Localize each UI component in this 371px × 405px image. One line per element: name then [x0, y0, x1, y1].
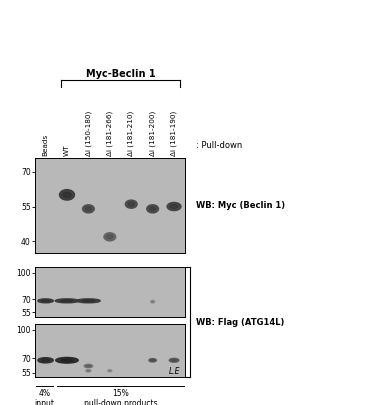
Text: WB: Myc (Beclin 1): WB: Myc (Beclin 1): [196, 201, 285, 210]
Ellipse shape: [151, 301, 155, 303]
Ellipse shape: [59, 190, 75, 200]
Ellipse shape: [38, 299, 53, 303]
Ellipse shape: [170, 205, 178, 209]
Ellipse shape: [86, 370, 91, 372]
Ellipse shape: [82, 300, 95, 302]
Text: Myc-Beclin 1: Myc-Beclin 1: [86, 68, 155, 79]
Ellipse shape: [104, 233, 116, 241]
Text: Δi (181-200): Δi (181-200): [150, 111, 156, 156]
Ellipse shape: [85, 207, 92, 211]
Ellipse shape: [38, 358, 53, 363]
Text: Δi (181-210): Δi (181-210): [128, 111, 134, 156]
Ellipse shape: [149, 358, 157, 362]
Ellipse shape: [55, 299, 79, 303]
Ellipse shape: [60, 300, 73, 302]
Ellipse shape: [169, 358, 179, 362]
Ellipse shape: [151, 301, 154, 303]
Ellipse shape: [147, 205, 158, 213]
Text: : Pull-down: : Pull-down: [196, 141, 242, 150]
Text: Beads: Beads: [43, 134, 49, 156]
Ellipse shape: [128, 202, 134, 206]
Ellipse shape: [109, 370, 111, 371]
Text: Δi (181-190): Δi (181-190): [171, 111, 177, 156]
Ellipse shape: [77, 299, 100, 303]
Ellipse shape: [63, 192, 71, 198]
Text: Δi (150-180): Δi (150-180): [85, 111, 92, 156]
Ellipse shape: [87, 370, 90, 371]
Text: 15%
pull-down products: 15% pull-down products: [84, 389, 157, 405]
Text: WT: WT: [64, 145, 70, 156]
Ellipse shape: [171, 359, 177, 361]
Ellipse shape: [86, 365, 91, 367]
Ellipse shape: [151, 360, 155, 361]
Text: WB: Flag (ATG14L): WB: Flag (ATG14L): [196, 318, 284, 327]
Ellipse shape: [41, 359, 50, 362]
Ellipse shape: [41, 300, 50, 302]
Ellipse shape: [150, 207, 156, 211]
Ellipse shape: [84, 364, 93, 368]
Ellipse shape: [106, 235, 113, 239]
Text: Δi (181-266): Δi (181-266): [106, 111, 113, 156]
Ellipse shape: [82, 205, 94, 213]
Text: 4%
input: 4% input: [35, 389, 55, 405]
Ellipse shape: [56, 357, 78, 363]
Ellipse shape: [125, 200, 137, 208]
Ellipse shape: [108, 370, 112, 372]
Ellipse shape: [61, 359, 73, 362]
Ellipse shape: [167, 202, 181, 211]
Text: L.E: L.E: [169, 367, 180, 376]
